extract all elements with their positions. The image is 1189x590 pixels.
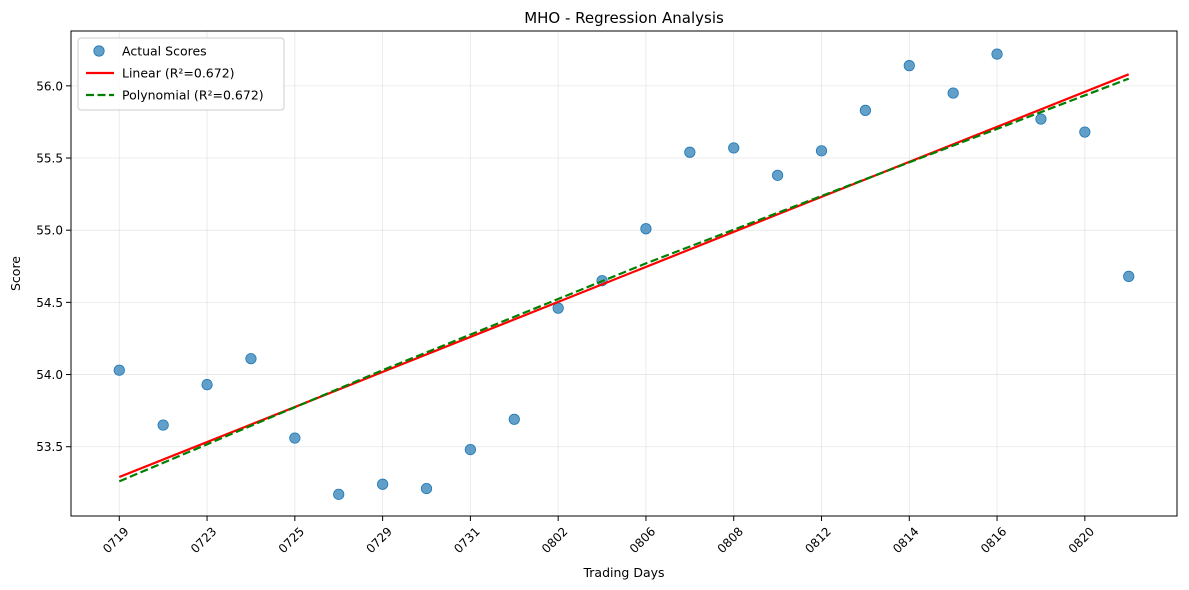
data-point (289, 432, 301, 444)
y-tick-label: 56.0 (36, 79, 63, 93)
legend-label: Polynomial (R²=0.672) (122, 88, 264, 103)
polynomial-fit-line (118, 77, 1130, 483)
x-tick-label: 0820 (1066, 524, 1097, 555)
legend-label: Actual Scores (122, 44, 207, 59)
x-axis-label: Trading Days (582, 565, 664, 580)
data-point (377, 478, 389, 490)
data-point (640, 223, 652, 235)
legend-label: Linear (R²=0.672) (122, 66, 235, 81)
chart-title: MHO - Regression Analysis (524, 9, 724, 27)
data-point (772, 169, 784, 181)
data-point (859, 104, 871, 116)
data-point (245, 353, 257, 365)
data-point (1035, 113, 1047, 125)
data-point (1123, 270, 1135, 282)
x-tick-label: 0731 (451, 524, 482, 555)
y-tick-label: 55.5 (36, 152, 63, 166)
x-tick-label: 0725 (276, 524, 307, 555)
y-axis-label: Score (8, 256, 23, 291)
data-point (947, 87, 959, 99)
data-point (464, 444, 476, 456)
data-point (1079, 126, 1091, 138)
data-point (991, 48, 1003, 60)
data-point (728, 142, 740, 154)
y-tick-label: 53.5 (36, 440, 63, 454)
x-tick-label: 0723 (188, 524, 219, 555)
plot-frame (70, 30, 1178, 517)
data-point (333, 488, 345, 500)
data-point (201, 379, 213, 391)
grid-lines (71, 31, 1177, 516)
x-tick-label: 0719 (100, 524, 131, 555)
y-tick-label: 55.0 (36, 224, 63, 238)
x-tick-label: 0816 (978, 524, 1009, 555)
legend-box (77, 37, 285, 111)
data-point (815, 145, 828, 157)
x-tick-label: 0812 (802, 524, 833, 555)
x-tick-label: 0802 (539, 524, 570, 555)
y-tick-label: 54.5 (36, 296, 63, 310)
x-tick-label: 0729 (363, 524, 394, 555)
x-tick-label: 0808 (715, 524, 746, 555)
data-point (903, 60, 915, 72)
data-point (684, 146, 696, 158)
linear-fit-line (118, 73, 1130, 479)
y-tick-label: 54.0 (36, 368, 63, 382)
data-point (113, 364, 125, 376)
legend: Actual Scores Linear (R²=0.672) Polynomial… (77, 37, 285, 111)
data-point (508, 413, 520, 425)
x-tick-label: 0806 (627, 524, 658, 555)
legend-marker (93, 45, 105, 57)
data-point (157, 419, 169, 431)
series-layer (113, 48, 1135, 500)
x-tick-label: 0814 (890, 524, 921, 555)
data-point (420, 482, 433, 495)
